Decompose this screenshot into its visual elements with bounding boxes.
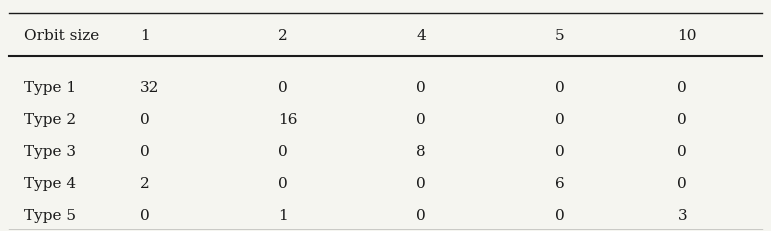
Text: 0: 0 <box>416 113 426 127</box>
Text: 0: 0 <box>554 145 564 159</box>
Text: 0: 0 <box>140 145 150 159</box>
Text: 0: 0 <box>554 113 564 127</box>
Text: 0: 0 <box>278 177 288 191</box>
Text: 0: 0 <box>416 177 426 191</box>
Text: 0: 0 <box>554 81 564 95</box>
Text: 0: 0 <box>678 177 687 191</box>
Text: Type 5: Type 5 <box>25 209 76 223</box>
Text: 8: 8 <box>416 145 426 159</box>
Text: 2: 2 <box>278 29 288 43</box>
Text: 0: 0 <box>678 145 687 159</box>
Text: 0: 0 <box>140 113 150 127</box>
Text: 16: 16 <box>278 113 298 127</box>
Text: 2: 2 <box>140 177 150 191</box>
Text: Type 2: Type 2 <box>25 113 76 127</box>
Text: 10: 10 <box>678 29 697 43</box>
Text: Orbit size: Orbit size <box>25 29 99 43</box>
Text: 3: 3 <box>678 209 687 223</box>
Text: 1: 1 <box>278 209 288 223</box>
Text: Type 4: Type 4 <box>25 177 76 191</box>
Text: 0: 0 <box>416 81 426 95</box>
Text: 0: 0 <box>416 209 426 223</box>
Text: 0: 0 <box>678 81 687 95</box>
Text: 32: 32 <box>140 81 159 95</box>
Text: 6: 6 <box>554 177 564 191</box>
Text: 0: 0 <box>554 209 564 223</box>
Text: 0: 0 <box>278 145 288 159</box>
Text: Type 1: Type 1 <box>25 81 76 95</box>
Text: 4: 4 <box>416 29 426 43</box>
Text: 0: 0 <box>140 209 150 223</box>
Text: 5: 5 <box>554 29 564 43</box>
Text: 1: 1 <box>140 29 150 43</box>
Text: Type 3: Type 3 <box>25 145 76 159</box>
Text: 0: 0 <box>678 113 687 127</box>
Text: 0: 0 <box>278 81 288 95</box>
